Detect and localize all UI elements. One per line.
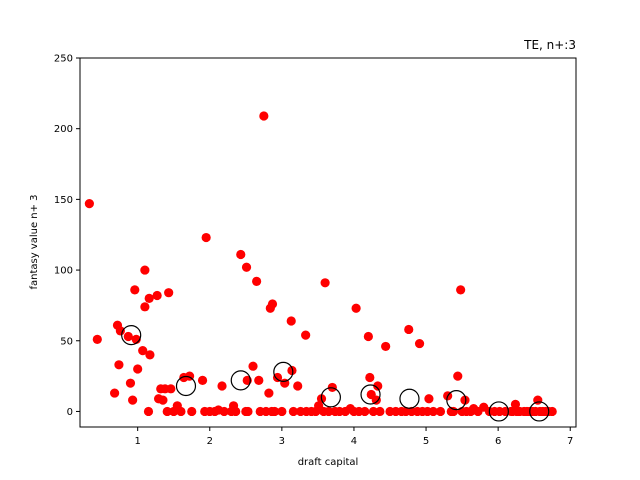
x-axis: 1 2 3 4 5 6 7 <box>134 427 573 447</box>
data-point <box>375 406 385 417</box>
open-marker-point <box>399 388 420 409</box>
plot-points <box>84 111 557 422</box>
data-point <box>140 302 150 312</box>
data-point <box>115 326 125 336</box>
data-point <box>145 350 155 360</box>
data-point <box>293 381 303 391</box>
data-point <box>84 199 94 209</box>
data-point <box>152 290 162 301</box>
data-point <box>259 111 269 121</box>
data-point <box>243 406 253 417</box>
data-point <box>435 406 446 417</box>
data-point <box>164 288 174 298</box>
data-point <box>267 299 278 309</box>
open-marker-point <box>529 401 550 422</box>
data-point <box>277 406 287 417</box>
data-point <box>241 262 252 272</box>
y-tick-label: 50 <box>60 336 73 347</box>
data-point <box>368 406 379 417</box>
data-point <box>187 406 197 417</box>
data-point <box>140 265 150 275</box>
data-point <box>130 285 140 295</box>
data-point <box>363 331 373 342</box>
data-point <box>381 341 391 352</box>
chart-title: TE, n+:3 <box>523 38 576 52</box>
data-point <box>236 249 246 260</box>
data-point <box>201 232 211 243</box>
y-tick-label: 250 <box>54 54 73 65</box>
data-point <box>324 406 334 417</box>
data-point <box>365 372 375 383</box>
data-point <box>264 388 274 398</box>
data-point <box>144 293 154 303</box>
data-point <box>371 395 381 405</box>
data-point <box>510 399 521 409</box>
data-point <box>351 303 361 313</box>
data-point <box>92 334 102 344</box>
open-marker-point <box>360 384 381 405</box>
y-tick-label: 200 <box>54 124 73 135</box>
x-axis-label: draft capital <box>298 457 359 468</box>
x-tick-label: 1 <box>134 436 140 447</box>
data-point <box>404 324 414 335</box>
data-point <box>158 395 168 405</box>
data-point <box>270 406 280 417</box>
y-tick-label: 100 <box>54 266 73 277</box>
data-point <box>217 381 227 391</box>
open-marker-point <box>230 370 251 391</box>
x-tick-label: 5 <box>423 436 429 447</box>
data-point <box>424 394 434 404</box>
data-point <box>143 406 154 417</box>
data-point <box>252 276 262 286</box>
x-tick-label: 4 <box>351 436 357 447</box>
x-tick-label: 3 <box>279 436 285 447</box>
open-marker-point <box>121 325 142 346</box>
data-point <box>231 406 241 417</box>
x-tick-label: 2 <box>207 436 213 447</box>
data-point <box>373 381 383 391</box>
data-point <box>456 285 466 295</box>
open-marker-point <box>320 387 341 408</box>
data-point <box>272 372 283 383</box>
data-point <box>114 360 124 370</box>
data-point <box>453 371 463 381</box>
data-point <box>286 316 296 326</box>
open-marker-point <box>273 361 294 382</box>
data-point <box>125 378 136 388</box>
data-point <box>288 406 298 417</box>
data-point <box>414 338 425 349</box>
x-tick-label: 7 <box>567 436 573 447</box>
data-point <box>460 395 470 405</box>
open-marker-point <box>175 375 197 397</box>
y-axis: 0 50 100 150 200 250 <box>54 54 80 418</box>
data-point <box>138 346 148 356</box>
y-tick-label: 150 <box>54 195 73 206</box>
data-point <box>547 406 557 417</box>
data-point <box>320 278 330 288</box>
data-point <box>254 375 264 385</box>
data-point <box>287 365 297 376</box>
data-point <box>128 395 138 405</box>
data-point <box>360 406 370 417</box>
data-point <box>123 331 133 342</box>
x-tick-label: 6 <box>495 436 501 447</box>
data-point <box>162 406 172 417</box>
data-point <box>133 364 143 374</box>
data-point <box>176 406 186 417</box>
data-point <box>110 388 120 398</box>
data-point <box>428 406 438 417</box>
plot-frame <box>79 57 577 428</box>
open-marker-point <box>488 401 509 422</box>
data-point <box>166 384 176 394</box>
data-point <box>197 375 208 385</box>
data-point <box>248 361 258 371</box>
data-point <box>448 406 459 417</box>
data-point <box>301 330 311 340</box>
y-tick-label: 0 <box>67 407 73 418</box>
y-axis-label: fantasy value n+ 3 <box>29 194 40 289</box>
open-marker-point <box>446 390 467 411</box>
data-point <box>219 406 229 417</box>
